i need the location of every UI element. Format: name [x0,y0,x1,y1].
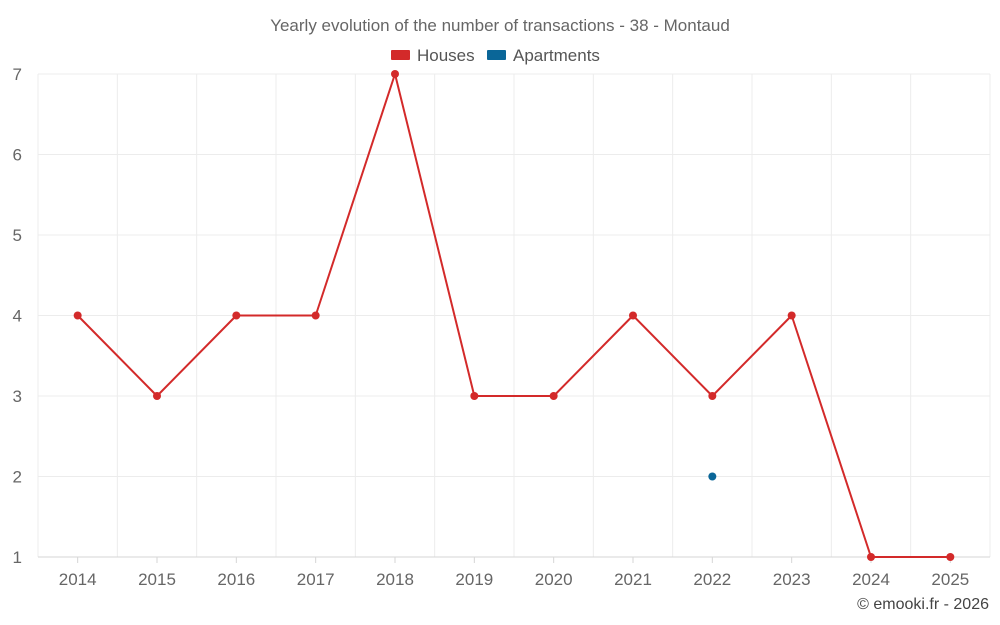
series-line-houses [76,73,951,558]
series-apartments [708,472,717,481]
legend: Houses Apartments [391,46,600,65]
legend-label-houses: Houses [417,46,475,65]
legend-swatch-houses [391,50,410,60]
y-tick-label: 4 [13,307,22,326]
series [73,70,955,561]
y-tick-label: 3 [13,387,22,406]
x-tick-label: 2022 [693,570,731,589]
x-tick-label: 2019 [455,570,493,589]
data-point-houses-2025[interactable] [946,553,955,561]
data-point-houses-2020[interactable] [549,392,558,400]
y-tick-label: 5 [13,226,22,245]
data-point-houses-2024[interactable] [867,553,875,561]
series-houses [73,70,955,561]
legend-label-apartments: Apartments [513,46,600,65]
legend-swatch-apartments [487,50,506,60]
x-tick-label: 2021 [614,570,652,589]
data-point-houses-2017[interactable] [311,311,320,320]
y-tick-label: 6 [13,146,22,165]
legend-item-apartments[interactable]: Apartments [487,46,600,65]
data-point-houses-2015[interactable] [153,392,161,400]
x-tick-label: 2018 [376,570,414,589]
data-point-houses-2016[interactable] [232,311,241,320]
data-point-apartments-2022[interactable] [708,472,717,481]
credit-text: © emooki.fr - 2026 [857,596,989,613]
data-point-houses-2018[interactable] [391,70,399,78]
x-tick-label: 2016 [217,570,255,589]
x-tick-label: 2024 [852,570,890,589]
y-tick-label: 2 [13,468,22,487]
x-tick-label: 2015 [138,570,176,589]
x-tick-label: 2025 [931,570,969,589]
x-tick-label: 2023 [773,570,811,589]
x-tick-label: 2014 [59,570,97,589]
x-tick-label: 2017 [297,570,335,589]
chart-title: Yearly evolution of the number of transa… [270,16,730,35]
y-tick-label: 1 [13,548,22,567]
data-point-houses-2021[interactable] [629,311,637,320]
x-tick-label: 2020 [535,570,573,589]
data-point-houses-2022[interactable] [708,392,717,400]
axes: 1 2 3 4 5 6 7 2014 2015 2016 2017 2018 2019 2020 2021 2… [13,65,990,589]
data-point-houses-2014[interactable] [73,311,82,320]
y-tick-label: 7 [13,65,22,84]
grid [37,73,991,557]
data-point-houses-2019[interactable] [470,392,479,400]
data-point-houses-2023[interactable] [787,311,796,320]
legend-item-houses[interactable]: Houses [391,46,475,65]
